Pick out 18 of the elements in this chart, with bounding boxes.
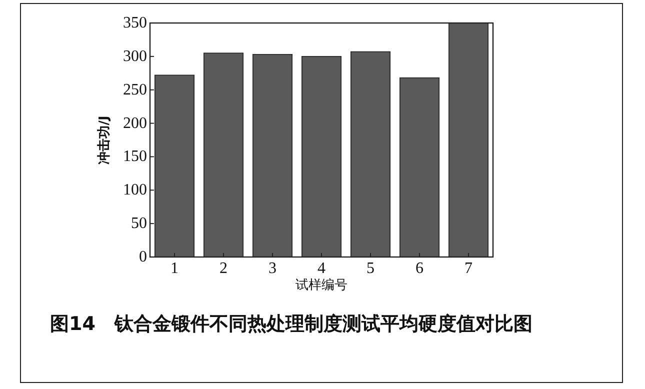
- y-tick-label: 300: [123, 48, 147, 65]
- y-tick-label: 350: [123, 14, 147, 32]
- text: 图14 钛合金锻件不同热处理制度测试平均硬度值对比图: [50, 312, 534, 337]
- x-tick-label: 5: [366, 260, 374, 277]
- y-axis-title: 冲击功/J: [97, 116, 112, 164]
- x-tick-label: 1: [170, 260, 178, 277]
- x-tick-label: 3: [268, 260, 276, 277]
- x-tick-label: 6: [416, 260, 424, 277]
- y-tick-label: 100: [123, 182, 147, 199]
- x-axis-title: 试样编号: [296, 278, 348, 293]
- x-tick-label: 2: [220, 260, 228, 277]
- y-tick-label: 250: [123, 81, 147, 98]
- x-tick-label: 7: [464, 260, 472, 277]
- y-tick-label: 150: [123, 148, 147, 166]
- y-tick-label: 0: [139, 248, 147, 266]
- x-tick-label: 4: [318, 260, 326, 277]
- y-tick-label: 200: [123, 114, 147, 132]
- y-tick-label: 50: [131, 215, 147, 232]
